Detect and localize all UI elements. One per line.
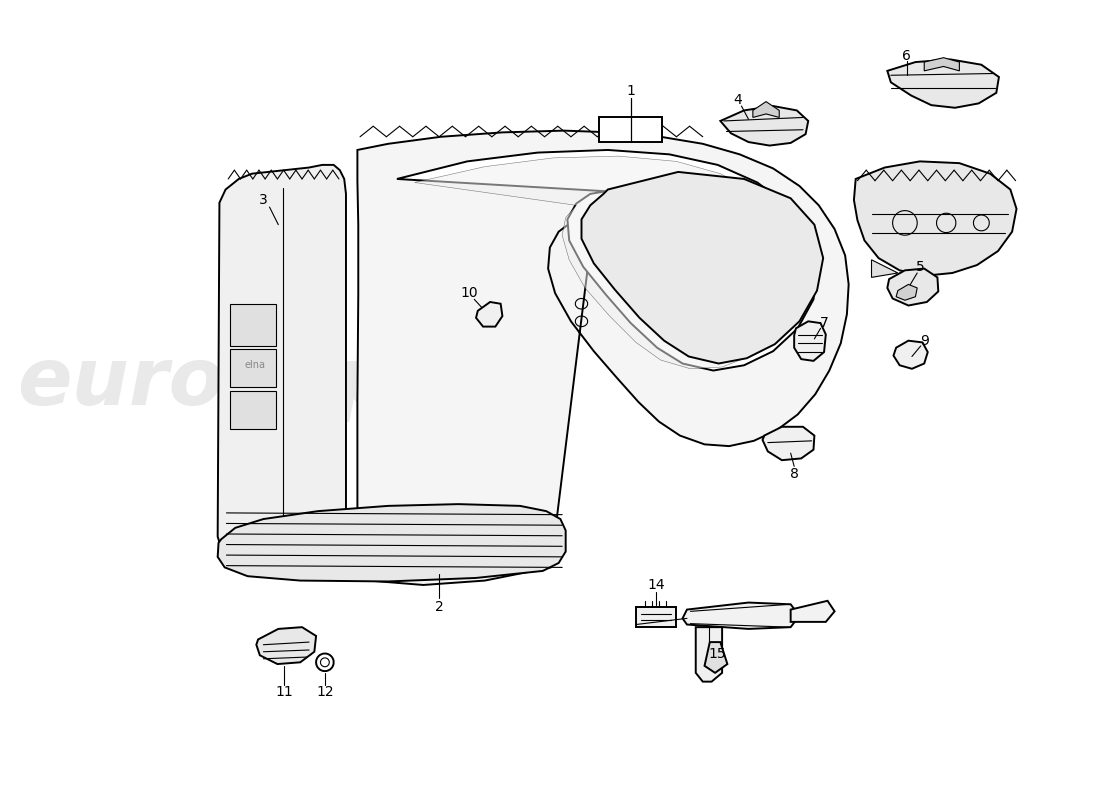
Text: a passion for parts since 1985: a passion for parts since 1985 [390,221,790,404]
Text: 3: 3 [258,193,267,207]
Text: 4: 4 [610,124,619,137]
Polygon shape [476,302,503,326]
Text: 5: 5 [916,260,925,274]
Polygon shape [762,426,814,460]
Text: europaparts: europaparts [18,344,574,422]
Text: 5: 5 [642,124,650,137]
Polygon shape [871,260,898,278]
Polygon shape [888,269,938,306]
Text: 12: 12 [316,685,333,699]
Text: 8: 8 [790,467,799,482]
Polygon shape [794,322,826,361]
Polygon shape [893,341,927,369]
Polygon shape [791,601,835,622]
FancyBboxPatch shape [600,118,662,142]
Polygon shape [896,285,917,300]
Polygon shape [720,106,808,146]
Polygon shape [230,304,276,346]
Text: 14: 14 [648,578,666,592]
Text: 15: 15 [708,646,726,661]
Polygon shape [358,130,849,585]
Polygon shape [582,172,823,363]
Polygon shape [695,627,722,682]
Polygon shape [704,642,727,673]
Polygon shape [752,102,779,118]
Polygon shape [924,58,959,71]
Text: 6: 6 [902,49,911,63]
Text: 2: 2 [434,600,443,614]
Text: elna: elna [244,360,265,370]
Text: 10: 10 [460,286,477,300]
Polygon shape [636,607,676,627]
Polygon shape [218,165,346,557]
Polygon shape [854,162,1016,276]
Polygon shape [256,627,316,664]
Text: 1: 1 [626,84,635,98]
Polygon shape [888,59,999,108]
Polygon shape [218,504,565,582]
Polygon shape [230,390,276,429]
Polygon shape [683,602,800,629]
Polygon shape [415,156,806,369]
Text: 4: 4 [734,93,742,107]
Text: 7: 7 [820,316,828,330]
Polygon shape [397,150,817,370]
Text: 9: 9 [920,334,928,348]
Polygon shape [230,350,276,387]
Text: 11: 11 [276,685,294,699]
